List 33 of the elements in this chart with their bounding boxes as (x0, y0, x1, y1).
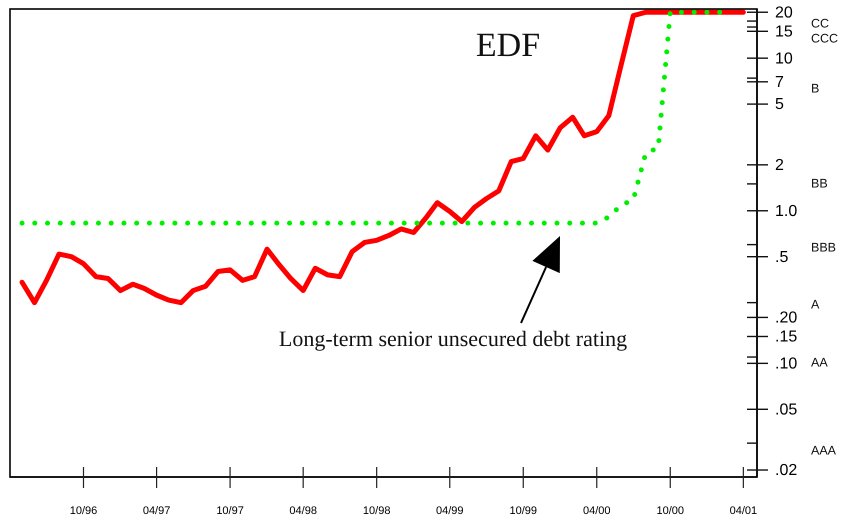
y-tick-label: .15 (775, 328, 798, 346)
x-tick-label: 10/99 (509, 504, 538, 516)
text: B (811, 82, 820, 96)
y-tick-label: .02 (775, 462, 798, 480)
y-tick-label: 15 (775, 23, 793, 40)
y-tick-label: 1.0 (775, 202, 798, 220)
x-tick-label: 10/98 (362, 504, 390, 516)
x-tick-label: 10/00 (656, 504, 684, 516)
x-tick-label: 04/97 (142, 504, 170, 516)
y-tick-label: 20 (775, 4, 793, 22)
text: AA (811, 356, 828, 370)
x-tick-label: 04/98 (289, 504, 317, 516)
text: AAA (811, 444, 837, 458)
x-tick-label: 04/01 (730, 504, 758, 516)
y-tick-label: 2 (775, 156, 784, 174)
x-tick-label: 04/99 (436, 504, 464, 516)
text: A (811, 298, 820, 312)
y-tick-label: .05 (775, 401, 798, 418)
x-tick-label: 10/97 (216, 504, 244, 516)
y-tick-label: .10 (775, 355, 798, 372)
annotation: Long-term senior unsecured debt rating (278, 326, 628, 351)
y-tick-label: 10 (775, 50, 793, 68)
y-tick-label: .5 (775, 248, 788, 266)
text: CC (811, 16, 830, 30)
series-label: EDF (476, 27, 540, 64)
text: BB (811, 176, 828, 190)
y-tick-label: 7 (775, 74, 784, 91)
text: CCC (811, 32, 838, 46)
y-tick-label: 5 (775, 96, 784, 114)
x-tick-label: 10/96 (70, 504, 98, 516)
text: BBB (811, 240, 836, 254)
y-tick-label: .20 (775, 310, 798, 327)
x-tick-label: 04/00 (582, 504, 611, 516)
